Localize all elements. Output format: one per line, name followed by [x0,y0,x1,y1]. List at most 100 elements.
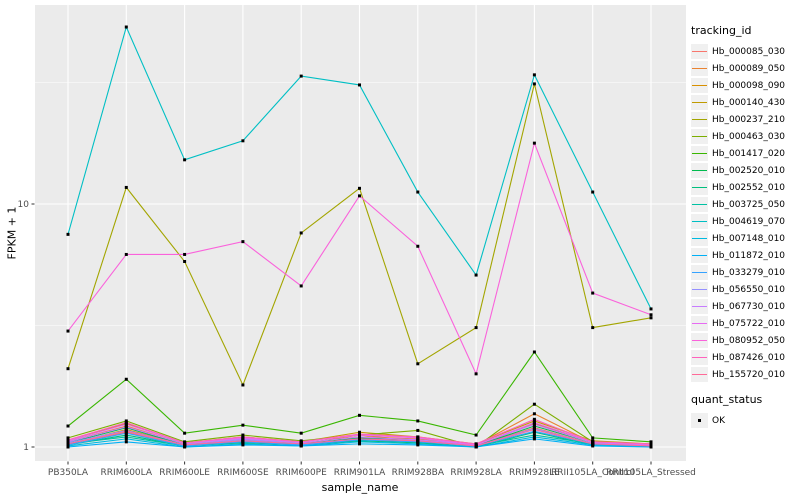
data-point-marker [124,421,128,425]
data-point-marker [532,417,536,421]
legend-label: Hb_011872_010 [712,250,786,261]
data-point-marker [358,83,361,87]
data-point-marker [532,428,536,432]
data-point-marker [299,231,303,235]
legend-key-line-icon [692,340,707,342]
x-tick-label: RRII105LA_Control [551,468,634,478]
legend-label: Hb_000098_090 [712,80,786,91]
data-point-marker [591,442,595,446]
x-tick-label: RRIM928BA [392,468,445,478]
data-point-marker [416,439,420,443]
legend-label: Hb_155720_010 [712,369,786,380]
data-point-marker [532,422,536,426]
data-point-marker [649,307,653,311]
x-tick-label: PB350LA [48,468,89,478]
legend-label: Hb_000140_430 [712,97,786,108]
legend-label: Hb_087426_010 [712,352,786,363]
data-point-marker [66,424,70,428]
data-point-marker [299,440,303,444]
x-tick-label: RRIM928LA [450,468,502,478]
data-point-marker [532,419,536,423]
data-point-marker [532,435,536,439]
legend-row-Hb_004619_070: Hb_004619_070 [691,213,799,230]
legend-label: Hb_003725_050 [712,199,786,210]
legend-label: Hb_080952_050 [712,335,786,346]
square-point-icon [698,419,701,422]
y-tick-label: 10 [18,200,30,210]
data-point-marker [124,437,128,441]
legend-key-swatch [691,129,708,144]
legend-key-swatch [691,265,708,280]
legend-key-line-icon [692,323,707,325]
data-point-marker [591,291,595,295]
data-point-marker [532,424,536,428]
legend-label: Hb_000085_030 [712,46,786,57]
legend-key-quant-ok [691,413,708,428]
data-point-marker [124,377,128,381]
legend-row-Hb_002520_010: Hb_002520_010 [691,162,799,179]
data-point-marker [124,431,128,435]
x-tick-label: RRIM600LE [159,468,210,478]
data-point-marker [358,432,361,436]
data-point-marker [474,273,478,277]
data-point-marker [474,442,478,446]
legend-row-Hb_002552_010: Hb_002552_010 [691,179,799,196]
data-point-marker [416,435,420,439]
legend-key-swatch [691,248,708,263]
legend-key-line-icon [692,85,707,87]
legend-title-quant-status: quant_status [691,393,763,406]
legend-key-line-icon [692,102,707,104]
data-point-marker [649,442,653,446]
legend-key-line-icon [692,238,707,240]
legend-row-Hb_033279_010: Hb_033279_010 [691,264,799,281]
data-point-marker [124,185,128,189]
legend-key-line-icon [692,357,707,359]
legend-label: Hb_002552_010 [712,182,786,193]
legend-entries: Hb_000085_030 Hb_000089_050 Hb_000098_090 H… [691,43,799,383]
legend-label: Hb_004619_070 [712,216,786,227]
legend-key-swatch [691,333,708,348]
data-point-marker [66,232,70,236]
data-point-marker [358,442,361,446]
legend-key-swatch [691,214,708,229]
data-point-marker [299,442,303,446]
data-point-marker [532,429,536,433]
data-point-marker [591,440,595,444]
data-point-marker [591,326,595,330]
legend-key-line-icon [692,272,707,274]
legend-key-swatch [691,299,708,314]
x-axis-title: sample_name [321,481,399,494]
data-point-marker [358,430,361,434]
data-point-marker [241,240,245,244]
data-point-marker [66,438,70,442]
legend: tracking_id Hb_000085_030 Hb_000089_050 Hb… [691,24,799,429]
data-point-marker [358,194,361,198]
x-tick-label: RRIM600PE [276,468,328,478]
legend-key-line-icon [692,221,707,223]
legend-key-swatch [691,78,708,93]
data-point-marker [474,326,478,330]
legend-key-swatch [691,231,708,246]
legend-quant-status-block: quant_status OK [691,393,799,429]
data-point-marker [124,435,128,439]
data-point-marker [649,313,653,317]
plot-panel [35,5,686,461]
legend-key-swatch [691,44,708,59]
legend-key-swatch [691,197,708,212]
x-tick-label: RRIM928LE [509,468,560,478]
data-point-marker [183,158,187,162]
legend-row-Hb_000085_030: Hb_000085_030 [691,43,799,60]
legend-key-line-icon [692,255,707,257]
legend-row-Hb_067730_010: Hb_067730_010 [691,298,799,315]
legend-key-line-icon [692,136,707,138]
data-point-marker [241,383,245,387]
legend-label: Hb_007148_010 [712,233,786,244]
data-point-marker [241,433,245,437]
legend-key-swatch [691,146,708,161]
legend-key-swatch [691,112,708,127]
legend-label: Hb_033279_010 [712,267,786,278]
legend-key-swatch [691,95,708,110]
legend-label: Hb_000463_030 [712,131,786,142]
data-point-marker [183,252,187,256]
data-point-marker [358,440,361,444]
